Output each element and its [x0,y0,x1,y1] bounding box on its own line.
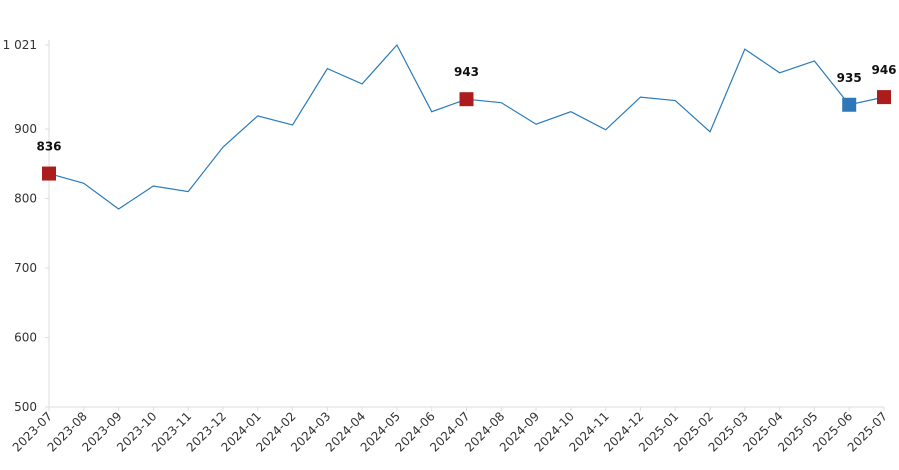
y-tick-label: 600 [14,331,37,345]
y-tick-label: 800 [14,192,37,206]
highlight-marker [459,92,474,107]
value-label: 946 [871,63,896,77]
y-tick-label: 900 [14,122,37,136]
value-label: 935 [837,71,862,85]
highlight-marker [42,166,56,181]
y-tick-label: 700 [14,261,37,275]
value-label: 943 [454,65,479,79]
highlight-marker [842,97,857,112]
y-tick-label: 500 [14,400,37,414]
highlight-marker [877,90,891,105]
value-label: 836 [36,140,61,154]
y-tick-label: 1 021 [3,38,37,52]
